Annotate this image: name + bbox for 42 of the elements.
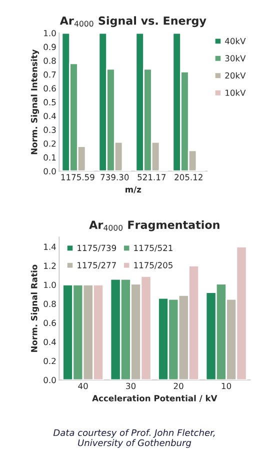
y-tick-label: 0.0 [44, 168, 56, 174]
y-axis-title: Norm. Signal Intensity [30, 49, 39, 154]
y-tick-label: 0.4 [44, 338, 56, 346]
legend-label: 10kV [226, 89, 246, 96]
legend-label: 1175/277 [78, 262, 116, 269]
y-tick-label: 0.4 [44, 112, 56, 120]
y-tick-label: 1.0 [44, 282, 56, 288]
legend-label: 40kV [225, 38, 246, 44]
y-tick-label: 0.6 [44, 320, 56, 326]
y-tick-label: 1.0 [44, 30, 56, 36]
x-tick-label: 739.30 [100, 174, 129, 180]
legend-label: 30kV [225, 54, 246, 62]
y-tick-label: 0.2 [44, 358, 56, 364]
y-tick-label: 0.0 [44, 376, 56, 384]
x-tick-label: 30 [126, 382, 136, 390]
y-tick-label: 0.9 [44, 44, 56, 50]
x-tick-label: 20 [174, 382, 184, 390]
y-tick-label: 0.2 [44, 140, 56, 147]
y-tick-label: 0.5 [44, 99, 56, 106]
x-tick-label: 1175.59 [61, 174, 94, 180]
chart-title: Ar$_{4000}$ Fragmentation [89, 220, 220, 232]
x-tick-label: 521.17 [138, 174, 166, 180]
legend-label: 1175/205 [134, 262, 172, 269]
chart-title: Ar$_{4000}$ Signal vs. Energy [60, 16, 206, 28]
x-axis-title: m/z [126, 186, 142, 194]
legend-label: 20kV [225, 72, 246, 79]
x-tick-label: 40 [78, 382, 88, 390]
y-tick-label: 1.4 [44, 244, 56, 250]
y-tick-label: 0.8 [44, 300, 56, 308]
x-axis-title: Acceleration Potential / kV [92, 394, 218, 402]
x-tick-label: 205.12 [174, 174, 202, 180]
y-axis-title: Norm. Signal Ratio [30, 264, 39, 352]
legend-label: 1175/739 [78, 244, 116, 252]
legend-label: 1175/521 [134, 244, 172, 252]
y-tick-label: 0.6 [44, 85, 56, 92]
text: Data courtesy of Prof. John Fletcher, University of Gothenburg [53, 429, 215, 448]
y-tick-label: 0.7 [44, 71, 56, 78]
y-tick-label: 1.2 [44, 262, 56, 269]
y-tick-label: 0.8 [44, 58, 56, 64]
y-tick-label: 0.3 [44, 126, 56, 133]
y-tick-label: 0.1 [44, 154, 56, 161]
x-tick-label: 10 [222, 382, 232, 390]
